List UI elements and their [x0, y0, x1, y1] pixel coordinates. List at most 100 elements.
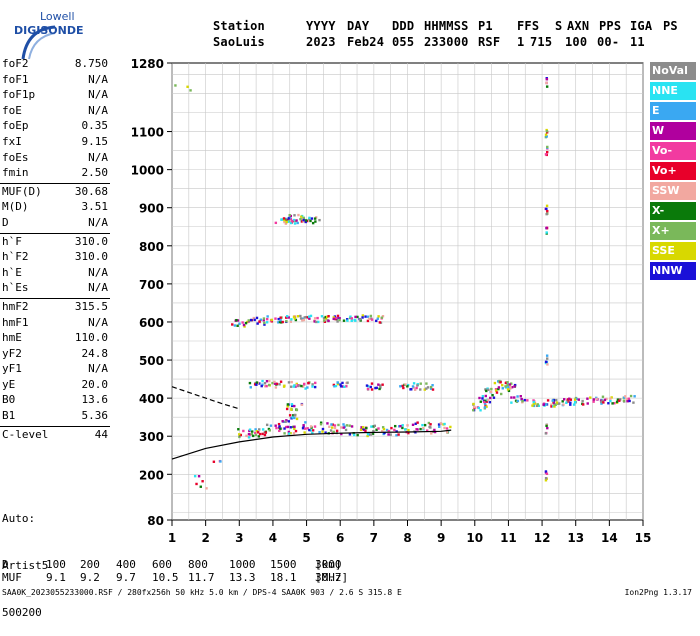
data-point — [332, 383, 336, 387]
data-point — [419, 427, 422, 431]
data-point — [295, 219, 298, 222]
data-point — [493, 381, 497, 385]
data-point — [433, 428, 436, 432]
data-point — [622, 399, 626, 402]
param-name: h`F — [2, 234, 22, 248]
data-point — [478, 396, 481, 400]
header-row2-2: Feb24 — [347, 35, 385, 49]
data-point — [618, 399, 621, 402]
data-point — [274, 221, 278, 225]
data-point — [258, 428, 261, 431]
data-point — [380, 316, 384, 319]
data-point — [523, 398, 526, 402]
data-point — [416, 384, 419, 387]
data-point — [333, 385, 336, 388]
param-name: MUF(D) — [2, 184, 42, 198]
legend-nne: NNE — [650, 82, 696, 100]
data-point — [553, 405, 556, 408]
data-point — [236, 319, 240, 322]
data-point — [262, 318, 265, 322]
data-point — [350, 425, 354, 428]
data-point — [336, 320, 339, 323]
data-point — [626, 400, 629, 403]
data-point — [426, 386, 430, 389]
data-point — [302, 424, 305, 427]
data-point — [507, 385, 510, 389]
data-point — [336, 314, 340, 318]
data-point — [401, 384, 404, 388]
data-point — [376, 317, 379, 320]
data-point — [293, 404, 296, 408]
data-point — [301, 319, 304, 322]
data-point — [544, 477, 548, 480]
data-point — [422, 427, 425, 430]
data-point — [282, 217, 286, 220]
data-point — [247, 319, 250, 322]
data-point — [290, 318, 293, 321]
param-name: hmE — [2, 331, 22, 345]
param-value: N/A — [88, 150, 108, 164]
legend-sse: SSE — [650, 242, 696, 260]
data-point — [397, 433, 400, 436]
data-point — [487, 398, 490, 402]
muf-cell: MUF — [2, 571, 22, 584]
data-point — [282, 385, 286, 388]
muf-cell: 9.1 — [46, 571, 66, 584]
data-point — [300, 220, 304, 223]
data-point — [287, 217, 290, 220]
data-point — [586, 402, 589, 405]
data-point — [302, 220, 305, 223]
header-row2-0: SaoLuis — [213, 35, 265, 49]
data-point — [303, 316, 306, 319]
data-point — [254, 428, 257, 431]
data-point — [378, 384, 382, 387]
param-value: 3.51 — [81, 200, 109, 214]
data-point — [311, 383, 314, 386]
d-cell: 800 — [188, 558, 208, 571]
data-point — [356, 433, 359, 437]
data-point — [419, 382, 422, 385]
data-point — [485, 400, 489, 403]
data-point — [308, 317, 311, 320]
x-tick-label: 12 — [534, 531, 551, 545]
data-point — [472, 405, 476, 409]
data-point — [296, 221, 299, 225]
data-point — [546, 363, 549, 366]
muf-cell: 9.7 — [116, 571, 136, 584]
data-point — [632, 401, 635, 404]
data-point — [285, 315, 289, 318]
data-point — [293, 425, 296, 428]
data-point — [253, 318, 256, 322]
data-point — [327, 319, 330, 323]
data-point — [633, 395, 636, 398]
data-point — [589, 396, 592, 399]
data-point — [387, 433, 390, 436]
data-point — [275, 426, 278, 430]
data-point — [292, 315, 296, 319]
data-point — [443, 426, 446, 430]
d-cell: 200 — [80, 558, 100, 571]
data-point — [321, 430, 324, 433]
data-point — [495, 391, 499, 394]
data-point — [292, 432, 296, 435]
param-name: yF2 — [2, 346, 22, 360]
data-point — [338, 317, 341, 320]
data-point — [381, 430, 384, 433]
x-tick-label: 8 — [403, 531, 411, 545]
data-point — [353, 433, 356, 437]
data-point — [300, 215, 303, 218]
data-point — [309, 429, 313, 432]
data-point — [279, 380, 283, 383]
data-point — [298, 384, 301, 387]
data-point — [375, 428, 378, 431]
data-point — [545, 129, 549, 133]
data-point — [601, 399, 604, 403]
data-point — [342, 423, 345, 426]
param-row: B0 13.6 — [0, 393, 110, 409]
muf-cell: 11.7 — [188, 571, 215, 584]
data-point — [344, 428, 348, 432]
data-point — [472, 402, 475, 406]
data-point — [395, 434, 398, 437]
x-tick-label: 1 — [168, 531, 176, 545]
data-point — [288, 213, 291, 217]
